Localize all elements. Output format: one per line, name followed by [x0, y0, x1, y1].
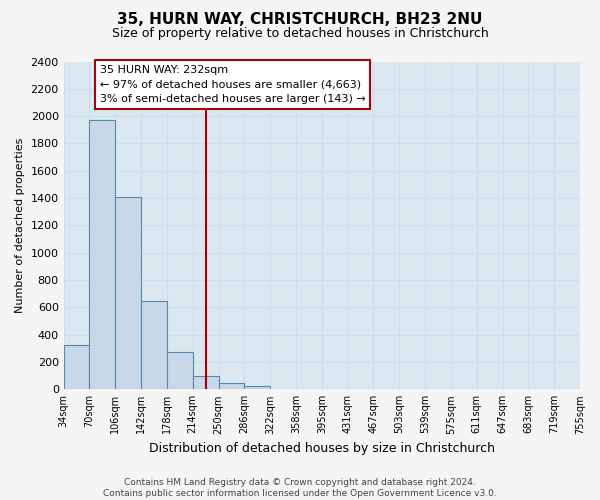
Y-axis label: Number of detached properties: Number of detached properties — [15, 138, 25, 313]
Bar — [244, 386, 270, 390]
Text: 35, HURN WAY, CHRISTCHURCH, BH23 2NU: 35, HURN WAY, CHRISTCHURCH, BH23 2NU — [118, 12, 482, 28]
Bar — [141, 300, 167, 390]
Bar — [218, 383, 244, 390]
Text: Size of property relative to detached houses in Christchurch: Size of property relative to detached ho… — [112, 28, 488, 40]
Text: 35 HURN WAY: 232sqm
← 97% of detached houses are smaller (4,663)
3% of semi-deta: 35 HURN WAY: 232sqm ← 97% of detached ho… — [100, 65, 365, 104]
Bar — [193, 376, 218, 390]
Bar — [89, 120, 115, 390]
Text: Contains HM Land Registry data © Crown copyright and database right 2024.
Contai: Contains HM Land Registry data © Crown c… — [103, 478, 497, 498]
Bar — [115, 198, 141, 390]
X-axis label: Distribution of detached houses by size in Christchurch: Distribution of detached houses by size … — [149, 442, 495, 455]
Bar — [64, 345, 89, 390]
Bar — [167, 352, 193, 390]
